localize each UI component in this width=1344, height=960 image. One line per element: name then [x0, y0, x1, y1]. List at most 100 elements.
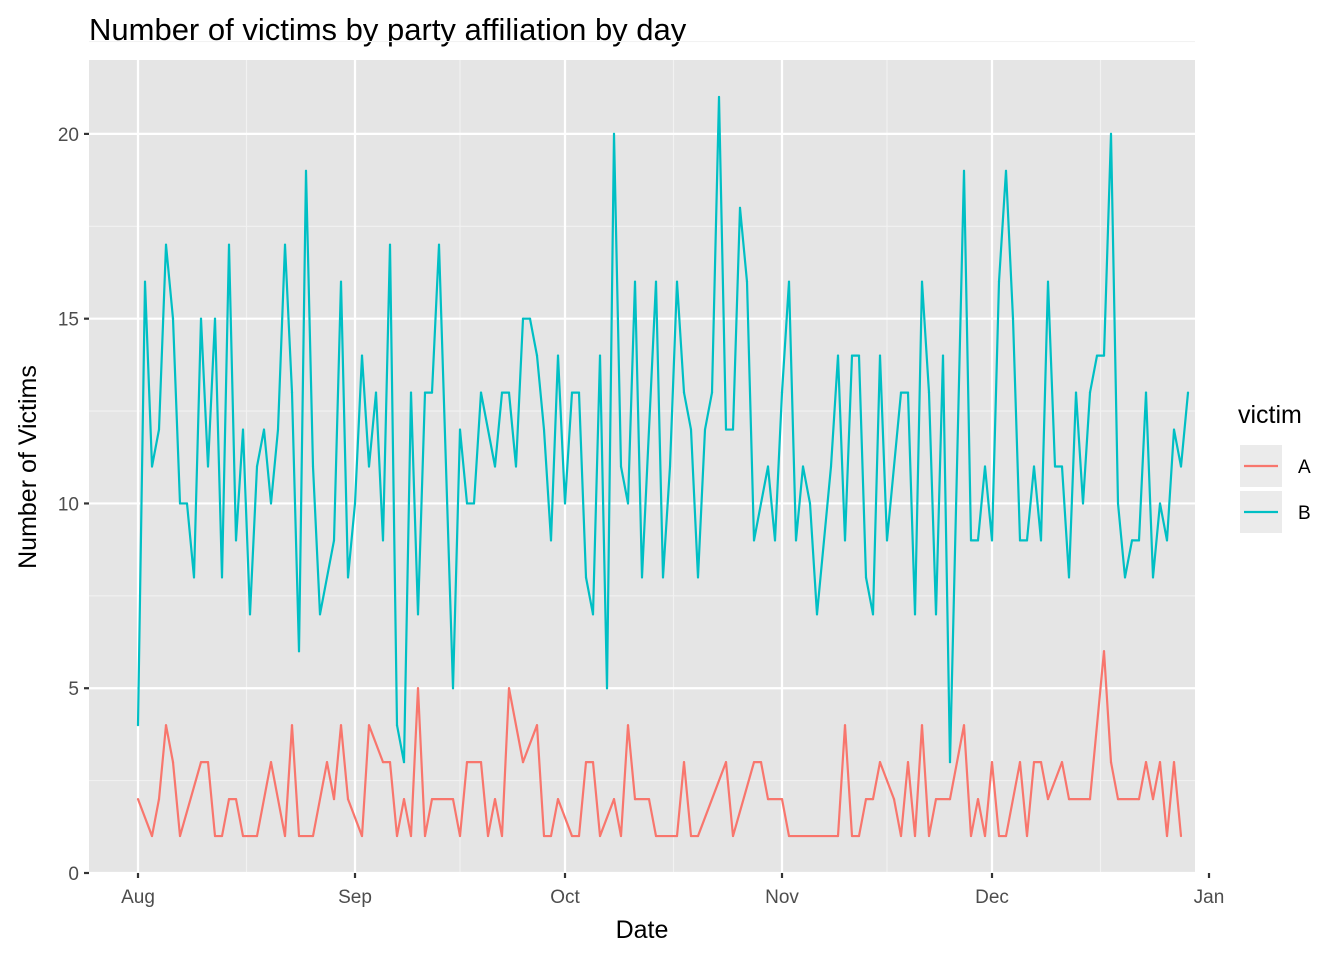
- data-point-a: [297, 834, 301, 838]
- data-point-b: [1081, 502, 1085, 505]
- data-point-a: [906, 761, 910, 764]
- data-point-a: [1144, 761, 1148, 764]
- data-point-b: [248, 613, 252, 616]
- data-point-b: [906, 391, 910, 394]
- data-point-a: [612, 797, 616, 801]
- data-point-a: [570, 834, 574, 838]
- data-point-a: [682, 761, 686, 764]
- data-point-b: [346, 576, 350, 579]
- data-point-b: [143, 280, 147, 283]
- data-point-a: [990, 761, 994, 764]
- data-point-a: [1172, 761, 1176, 764]
- data-point-b: [668, 465, 672, 468]
- data-point-a: [1018, 761, 1022, 764]
- data-point-a: [766, 797, 770, 801]
- data-point-b: [507, 391, 511, 394]
- data-point-a: [598, 834, 602, 838]
- data-point-b: [556, 354, 560, 357]
- data-point-a: [724, 761, 728, 764]
- data-point-b: [241, 428, 245, 431]
- data-point-b: [465, 502, 469, 505]
- data-point-a: [696, 834, 700, 838]
- data-point-b: [633, 280, 637, 283]
- data-point-a: [479, 761, 483, 764]
- data-point-b: [934, 613, 938, 616]
- y-tick-label: 5: [68, 679, 79, 700]
- data-point-b: [696, 576, 700, 579]
- data-point-a: [920, 724, 924, 727]
- data-point-b: [1130, 539, 1134, 542]
- y-tick-label: 20: [58, 125, 79, 146]
- data-point-b: [913, 613, 917, 616]
- data-point-a: [311, 834, 315, 838]
- data-point-b: [416, 613, 420, 616]
- data-point-a: [1102, 650, 1106, 653]
- data-point-b: [514, 465, 518, 468]
- data-point-b: [185, 502, 189, 505]
- data-point-b: [234, 539, 238, 542]
- data-point-b: [941, 354, 945, 357]
- data-point-a: [1116, 797, 1120, 801]
- data-point-b: [150, 465, 154, 468]
- data-point-b: [738, 206, 742, 209]
- data-point-b: [885, 539, 889, 542]
- data-point-a: [542, 834, 546, 838]
- data-point-a: [465, 761, 469, 764]
- data-point-b: [542, 428, 546, 431]
- data-point-b: [591, 613, 595, 616]
- data-point-a: [1039, 761, 1043, 764]
- data-point-b: [787, 280, 791, 283]
- data-point-a: [836, 834, 840, 838]
- data-point-b: [1004, 169, 1008, 172]
- data-point-b: [1151, 576, 1155, 579]
- data-point-b: [213, 317, 217, 320]
- data-point-a: [1179, 834, 1183, 838]
- data-point-b: [311, 465, 315, 468]
- data-point-a: [843, 724, 847, 727]
- plot-panel: [89, 60, 1195, 873]
- data-point-b: [766, 465, 770, 468]
- data-point-a: [927, 834, 931, 838]
- data-point-a: [241, 834, 245, 838]
- data-point-a: [864, 797, 868, 801]
- data-point-b: [780, 391, 784, 394]
- data-point-b: [220, 576, 224, 579]
- data-point-b: [871, 613, 875, 616]
- data-point-a: [388, 761, 392, 764]
- data-point-a: [857, 834, 861, 838]
- data-point-a: [1137, 797, 1141, 801]
- x-axis-title: Date: [616, 916, 669, 944]
- data-point-b: [1025, 539, 1029, 542]
- data-point-b: [612, 132, 616, 136]
- data-point-a: [255, 834, 259, 838]
- data-point-a: [1004, 834, 1008, 838]
- data-point-a: [969, 834, 973, 838]
- data-point-a: [367, 724, 371, 727]
- data-point-b: [878, 354, 882, 357]
- data-point-b: [1032, 465, 1036, 468]
- data-point-a: [689, 834, 693, 838]
- data-point-a: [199, 761, 203, 764]
- data-point-b: [808, 502, 812, 505]
- data-point-b: [1088, 391, 1092, 394]
- data-point-b: [1053, 465, 1057, 468]
- data-point-a: [500, 834, 504, 838]
- data-point-a: [731, 834, 735, 838]
- data-point-b: [563, 502, 567, 505]
- data-point-b: [927, 391, 931, 394]
- data-point-a: [871, 797, 875, 801]
- data-point-b: [360, 354, 364, 357]
- data-point-a: [948, 797, 952, 801]
- data-point-a: [535, 724, 539, 727]
- data-point-a: [136, 797, 140, 801]
- data-point-b: [577, 391, 581, 394]
- data-point-a: [332, 797, 336, 801]
- data-point-b: [1074, 391, 1078, 394]
- data-point-b: [549, 539, 553, 542]
- x-tick-label: Aug: [121, 887, 155, 908]
- data-point-a: [178, 834, 182, 838]
- data-point-a: [290, 724, 294, 727]
- data-point-a: [325, 761, 329, 764]
- data-point-b: [318, 613, 322, 616]
- data-point-b: [199, 317, 203, 320]
